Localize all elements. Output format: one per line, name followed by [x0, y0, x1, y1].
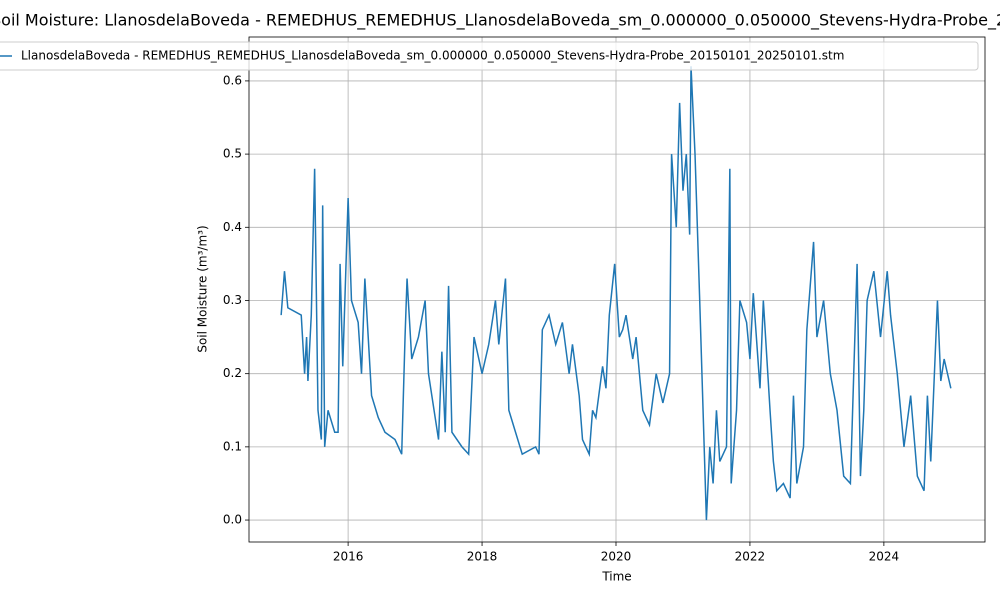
x-tick-label: 2016	[333, 550, 364, 564]
data-line	[280, 66, 952, 521]
x-axis-label: Time	[601, 570, 631, 584]
y-tick-label: 0.4	[223, 220, 242, 234]
y-axis-label: Soil Moisture (m³/m³)	[196, 225, 210, 352]
y-tick-label: 0.2	[223, 366, 242, 380]
legend-box	[0, 41, 979, 71]
x-tick-label: 2020	[601, 550, 632, 564]
y-tick-label: 0.6	[223, 73, 242, 87]
y-tick-label: 0.3	[223, 293, 242, 307]
x-tick-label: 2018	[467, 550, 498, 564]
legend-label: LlanosdelaBoveda - REMEDHUS_REMEDHUS_Lla…	[21, 49, 844, 63]
chart-title: Soil Moisture: LlanosdelaBoveda - REMEDH…	[0, 11, 1000, 31]
y-tick-label: 0.0	[223, 513, 242, 527]
plot-frame	[248, 36, 986, 543]
y-tick-label: 0.1	[223, 439, 242, 453]
y-tick-label: 0.5	[223, 147, 242, 161]
x-tick-label: 2024	[869, 550, 900, 564]
x-tick-label: 2022	[735, 550, 766, 564]
